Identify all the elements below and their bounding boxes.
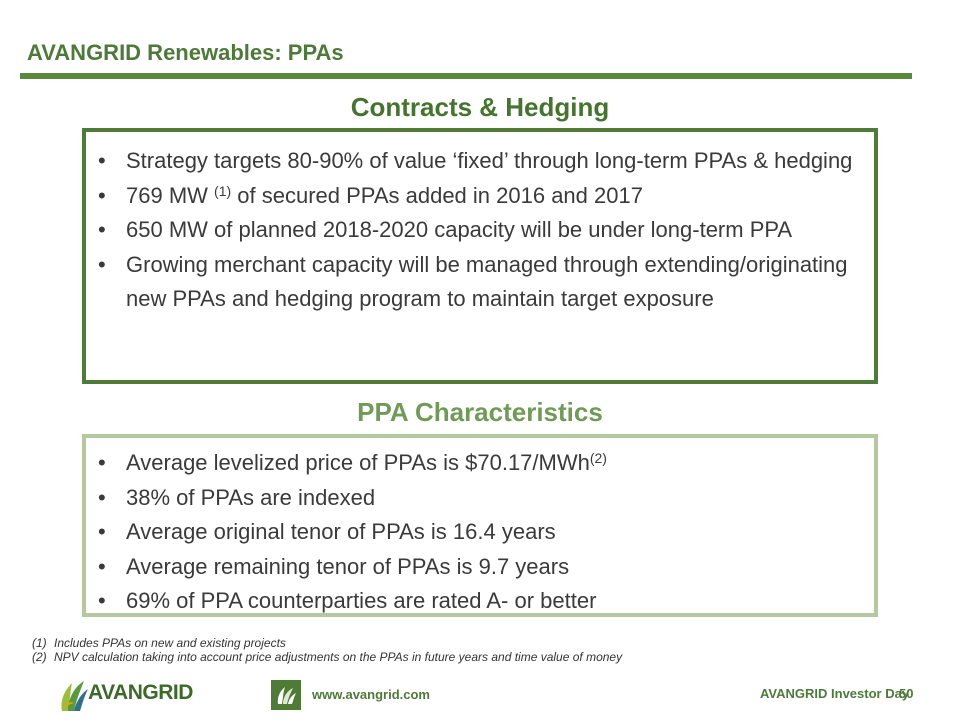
avangrid-logo-icon [61, 681, 88, 711]
characteristics-bullet-5: 69% of PPA counterparties are rated A- o… [94, 584, 860, 619]
contracts-bullet-3: 650 MW of planned 2018-2020 capacity wil… [94, 213, 860, 248]
characteristics-box: Average levelized price of PPAs is $70.1… [82, 434, 878, 619]
event-label: AVANGRID Investor Day [760, 686, 910, 701]
renewables-badge-icon [271, 680, 301, 710]
footnotes: (1) Includes PPAs on new and existing pro… [32, 636, 622, 664]
characteristics-heading: PPA Characteristics [357, 397, 603, 427]
footnote-1: (1) Includes PPAs on new and existing pro… [32, 636, 286, 650]
website-link[interactable]: www.avangrid.com [312, 687, 430, 702]
contracts-heading: Contracts & Hedging [350, 92, 610, 122]
contracts-box: Strategy targets 80-90% of value ‘fixed’… [82, 128, 878, 384]
footnote-ref-1: (1) [214, 182, 232, 199]
characteristics-bullet-list: Average levelized price of PPAs is $70.1… [86, 438, 874, 619]
footnote-2: (2) NPV calculation taking into account p… [32, 650, 623, 664]
slide-title: AVANGRID Renewables: PPAs [27, 40, 344, 65]
contracts-bullet-1: Strategy targets 80-90% of value ‘fixed’… [94, 144, 860, 179]
title-rule [20, 73, 912, 79]
characteristics-bullet-2: 38% of PPAs are indexed [94, 481, 860, 516]
characteristics-bullet-3: Average original tenor of PPAs is 16.4 y… [94, 515, 860, 550]
characteristics-bullet-4: Average remaining tenor of PPAs is 9.7 y… [94, 550, 860, 585]
characteristics-bullet-1: Average levelized price of PPAs is $70.1… [94, 446, 860, 481]
footnote-ref-2: (2) [589, 450, 607, 466]
page-number: 50 [899, 686, 914, 701]
contracts-bullet-list: Strategy targets 80-90% of value ‘fixed’… [86, 132, 874, 317]
contracts-bullet-2: 769 MW (1) of secured PPAs added in 2016… [94, 179, 860, 214]
logo-text: AVANGRID [88, 681, 193, 704]
contracts-bullet-4: Growing merchant capacity will be manage… [94, 248, 860, 317]
